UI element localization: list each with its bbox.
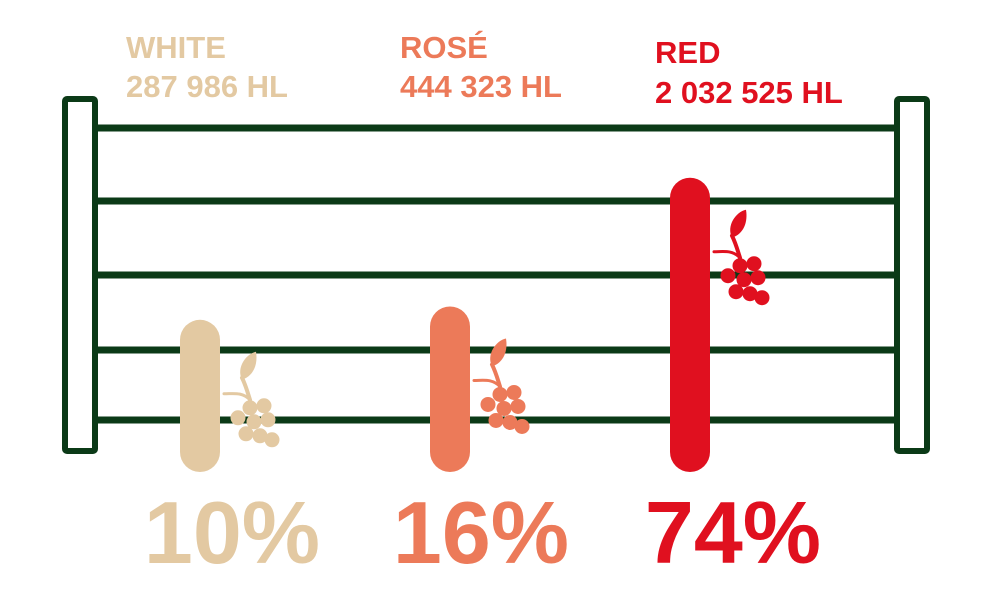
grape-tendril [222, 392, 252, 402]
grape-berry [230, 410, 246, 426]
category-label: ROSÉ [400, 30, 488, 65]
grape-berry [514, 418, 530, 434]
grape-leaf [490, 338, 507, 367]
percent-label: 74% [645, 483, 821, 582]
grape-berry [720, 268, 736, 284]
grape-berry [732, 258, 748, 274]
grape-berry [496, 400, 512, 416]
grape-berry [256, 398, 272, 414]
grape-berry [242, 400, 258, 416]
bar-red [670, 177, 710, 472]
grape-berry [754, 290, 770, 306]
volume-label: 444 323 HL [400, 69, 562, 104]
grape-leaf [730, 209, 747, 238]
left-post [62, 96, 98, 454]
grape-cluster-icon-2 [472, 338, 530, 434]
grape-berry [502, 414, 518, 430]
labels: WHITE 287 986 HL ROSÉ 444 323 HL RED 2 032 52… [126, 30, 843, 582]
grape-berry [488, 412, 504, 428]
percent-label: 16% [393, 483, 569, 582]
volume-label: 2 032 525 HL [655, 75, 843, 110]
grape-leaf [240, 351, 257, 380]
grape-berry [260, 412, 276, 428]
grape-berry [510, 398, 526, 414]
grape-berry [264, 432, 280, 448]
grape-berry [750, 270, 766, 286]
bars [180, 177, 770, 472]
grape-berry [246, 414, 262, 430]
bar-ros [430, 306, 470, 472]
grape-berry [252, 428, 268, 444]
grape-berry [742, 286, 758, 302]
grape-berry [736, 272, 752, 288]
grape-cluster-icon-3 [712, 209, 770, 306]
grape-berry [480, 396, 496, 412]
grape-berry [728, 284, 744, 300]
right-post [894, 96, 930, 454]
grape-cluster-icon-1 [222, 351, 280, 448]
volume-label: 287 986 HL [126, 69, 288, 104]
grape-berry [746, 256, 762, 272]
bar-white [180, 319, 220, 472]
category-label: WHITE [126, 30, 226, 65]
grape-tendril [712, 250, 742, 260]
grape-berry [506, 384, 522, 400]
percent-label: 10% [144, 483, 320, 582]
grape-berry [238, 426, 254, 442]
grape-berry [492, 386, 508, 402]
category-label: RED [655, 35, 720, 70]
grape-tendril [472, 378, 502, 388]
